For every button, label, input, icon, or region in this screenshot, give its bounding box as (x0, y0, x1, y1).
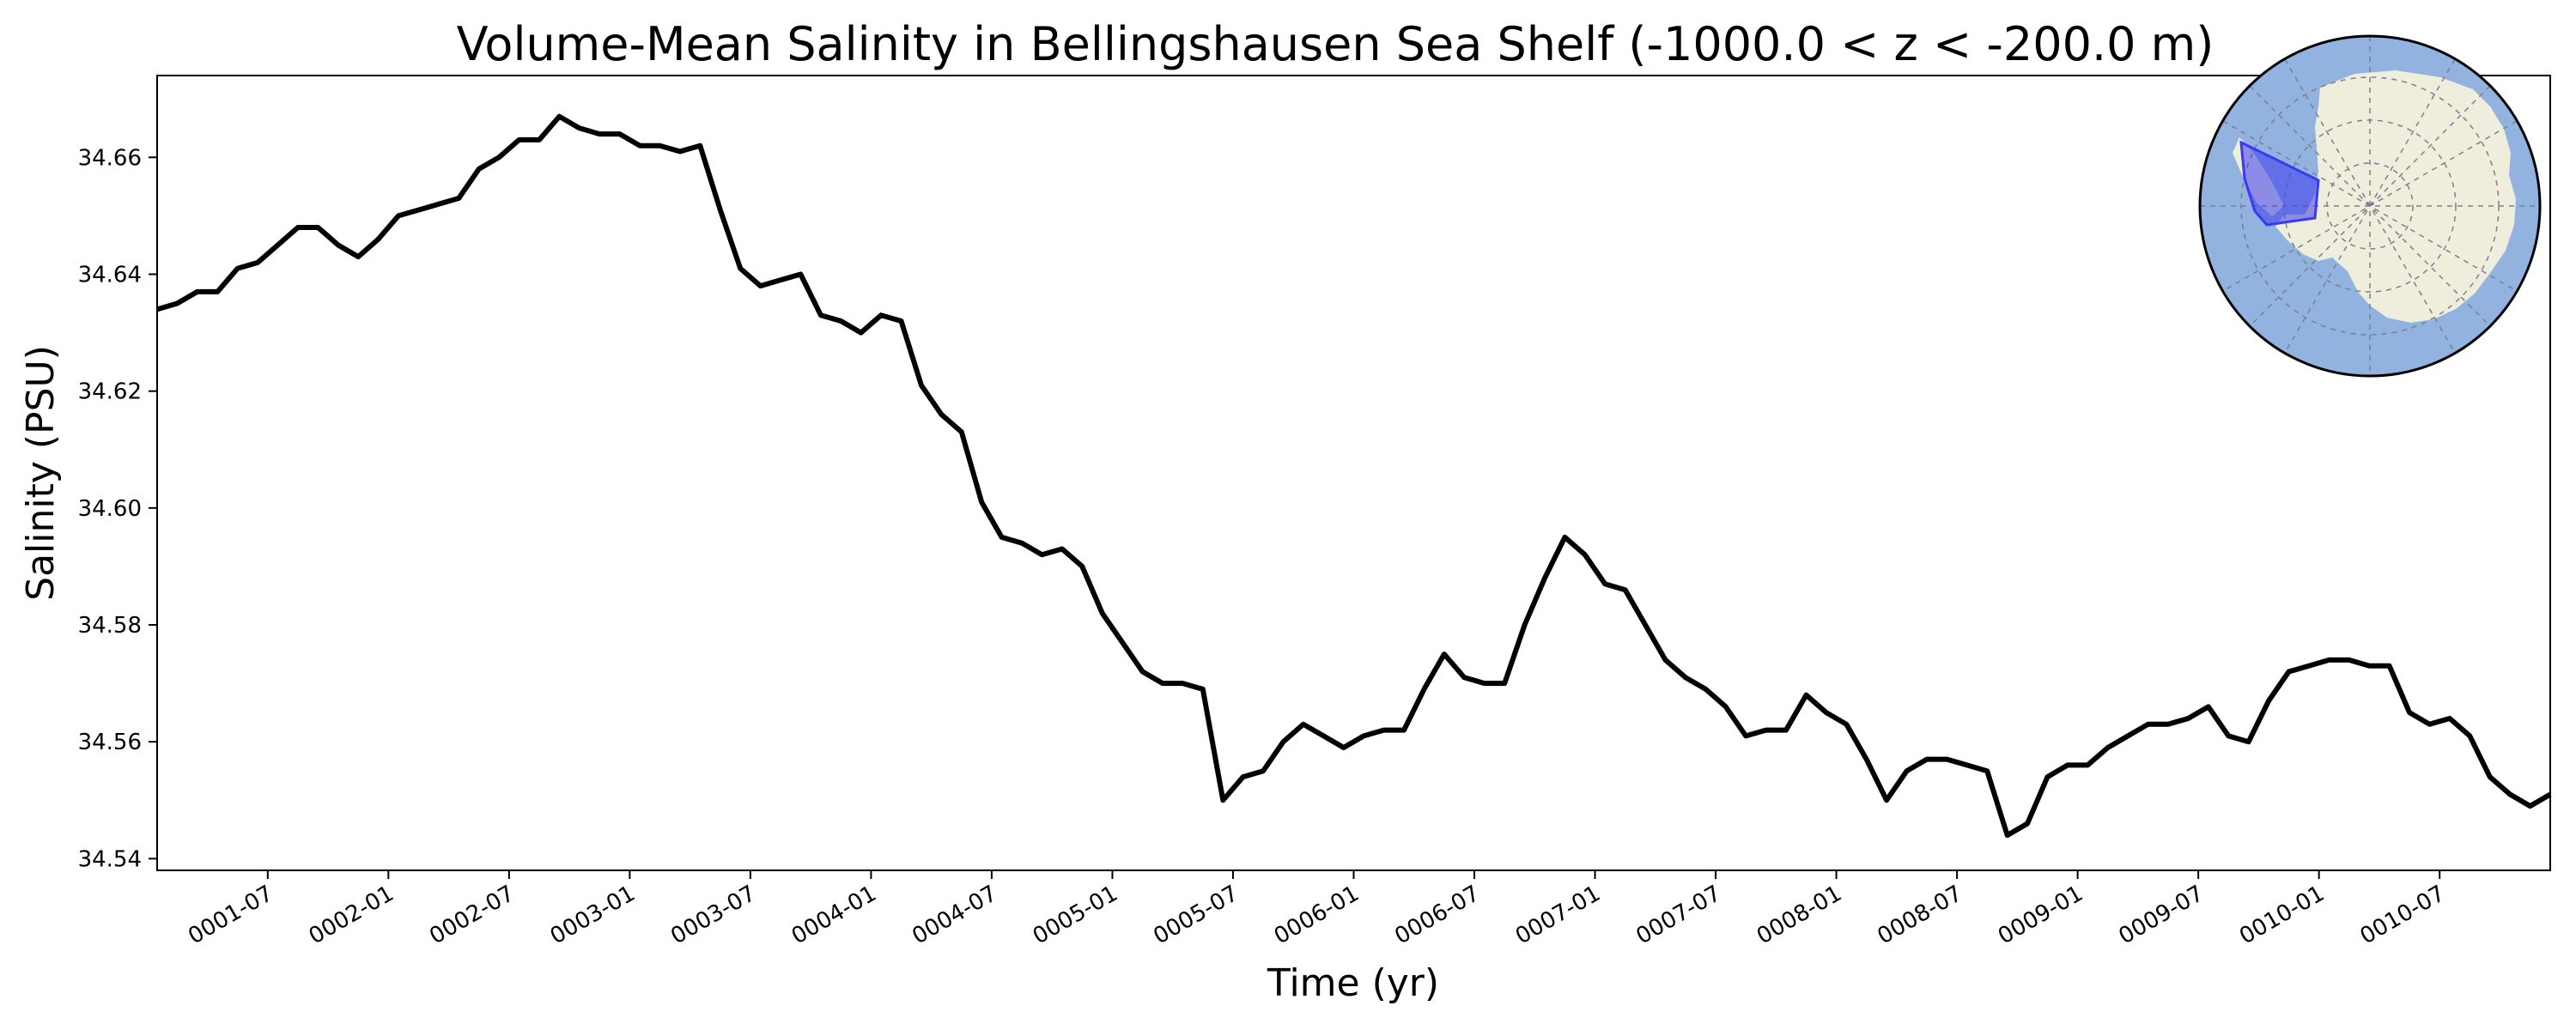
plot-area: 34.54 34.56 34.58 34.60 34.62 34.64 34.66 0001… (78, 75, 2552, 949)
y-axis-label: Salinity (PSU) (19, 345, 63, 601)
x-axis: 0001-07 0002-01 0002-07 0003-01 0003-07 0004-… (184, 870, 2450, 949)
x-tick-label: 0003-01 (546, 881, 640, 949)
y-tick-label: 34.58 (78, 613, 142, 639)
map-graticule (2200, 36, 2540, 376)
y-tick-label: 34.60 (78, 496, 142, 522)
x-tick-label: 0002-01 (305, 881, 398, 949)
salinity-line (156, 113, 2552, 839)
x-tick-label: 0007-01 (1511, 881, 1605, 949)
x-tick-label: 0006-07 (1390, 881, 1484, 949)
x-tick-label: 0008-01 (1753, 881, 1846, 949)
x-tick-label: 0001-07 (184, 881, 277, 949)
bellingshausen-region (2239, 140, 2320, 227)
x-tick-label: 0009-07 (2115, 881, 2208, 949)
x-tick-label: 0010-07 (2356, 881, 2450, 949)
chart-title: Volume-Mean Salinity in Bellingshausen S… (457, 17, 2215, 71)
plot-frame (156, 75, 2551, 871)
inset-map (2198, 34, 2542, 378)
x-tick-label: 0004-01 (787, 881, 881, 949)
y-tick-label: 34.64 (78, 263, 142, 288)
y-tick-label: 34.54 (78, 846, 142, 872)
x-tick-label: 0009-01 (1994, 881, 2087, 949)
map-border (2198, 34, 2542, 378)
antarctica-land (2275, 70, 2516, 323)
y-axis: 34.54 34.56 34.58 34.60 34.62 34.64 34.66 (78, 145, 157, 872)
y-tick-label: 34.66 (78, 145, 142, 171)
x-tick-label: 0002-07 (425, 881, 519, 949)
y-tick-label: 34.62 (78, 379, 142, 405)
x-tick-label: 0003-07 (666, 881, 760, 949)
x-tick-label: 0004-07 (908, 881, 1001, 949)
x-tick-label: 0008-07 (1874, 881, 1967, 949)
x-tick-label: 0007-07 (1631, 881, 1725, 949)
x-tick-label: 0005-07 (1149, 881, 1242, 949)
x-tick-label: 0005-01 (1029, 881, 1122, 949)
x-axis-label: Time (yr) (1267, 961, 1439, 1005)
x-tick-label: 0006-01 (1270, 881, 1364, 949)
y-tick-label: 34.56 (78, 730, 142, 755)
x-tick-label: 0010-01 (2235, 881, 2329, 949)
